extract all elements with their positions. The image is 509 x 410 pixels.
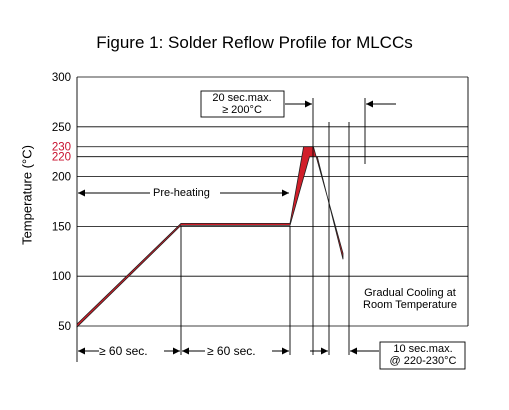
preheat-interval-label: ≥ 60 sec.: [207, 344, 256, 358]
preheating-arrow-right-head: [282, 189, 289, 197]
cooling-line1: Gradual Cooling at: [364, 287, 456, 299]
ramp-arrow-right-head: [173, 347, 180, 355]
y-tick-label-220: 220: [52, 152, 71, 164]
y-tick-label-300: 300: [52, 72, 71, 84]
top-box-text: 20 sec.max. ≥ 200°C: [200, 92, 284, 116]
top-arrow-right-head: [305, 100, 312, 108]
preheating-arrow-left-head: [78, 189, 85, 197]
top-box-line2: ≥ 200°C: [222, 104, 262, 116]
y-tick-label-200: 200: [52, 172, 71, 184]
temperature-profile-band: [76, 146, 344, 328]
preheat-arrow-right-head: [282, 347, 289, 355]
y-tick-label-100: 100: [52, 271, 71, 283]
top-box-line1: 20 sec.max.: [212, 92, 272, 104]
peak-arrow-right-head: [321, 347, 328, 355]
y-tick-label-250: 250: [52, 122, 71, 134]
y-tick-label-230: 230: [52, 142, 71, 154]
bottom-box-frame: [379, 341, 466, 370]
bottom-box-text: 10 sec.max. @ 220-230°C: [381, 343, 465, 367]
ramp-interval-label: ≥ 60 sec.: [99, 344, 148, 358]
y-tick-label-50: 50: [58, 321, 71, 333]
ramp-arrow-left-head: [78, 347, 85, 355]
bottom-box-line1: 10 sec.max.: [393, 343, 453, 355]
preheating-label: Pre-heating: [150, 187, 213, 199]
y-tick-label-150: 150: [52, 221, 71, 233]
chart-title: Figure 1: Solder Reflow Profile for MLCC…: [96, 33, 413, 52]
cooling-label: Gradual Cooling at Room Temperature: [350, 287, 470, 311]
peak-arrow-left-head: [350, 347, 357, 355]
preheat-arrow-left-head: [182, 347, 189, 355]
top-arrow-left-head: [366, 100, 373, 108]
cooling-line2: Room Temperature: [363, 299, 457, 311]
bottom-box-line2: @ 220-230°C: [389, 355, 457, 367]
top-box-frame: [200, 90, 285, 118]
